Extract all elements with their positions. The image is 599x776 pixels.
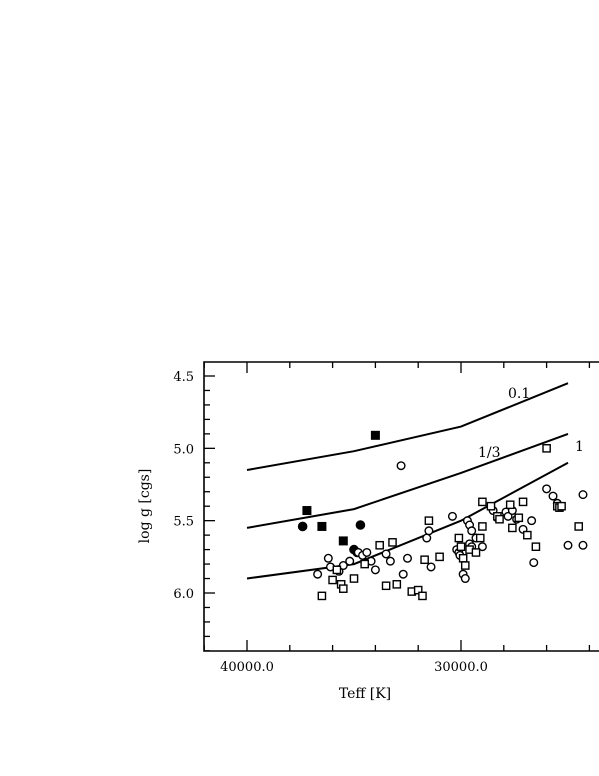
data-point-open-square: [458, 553, 468, 563]
y-tick-label: 5.5: [173, 515, 194, 530]
data-point-open-square: [505, 500, 515, 510]
data-point-open-square: [339, 584, 348, 593]
data-point-open-square: [435, 552, 444, 562]
curve-1: [246, 382, 569, 471]
x-axis-label: Teff [K]: [339, 686, 391, 702]
curve-2: [246, 432, 569, 529]
data-point-open-square: [557, 501, 566, 511]
data-point-open-circle: [338, 561, 348, 571]
data-point-open-circle: [362, 547, 372, 557]
data-point-open-square: [518, 497, 528, 507]
data-point-open-square: [542, 444, 551, 453]
data-point-filled-circle: [355, 520, 366, 530]
data-point-open-square: [531, 542, 541, 552]
y-tick-label: 5.0: [173, 442, 194, 457]
data-point-open-circle: [477, 542, 487, 552]
data-point-open-square: [495, 514, 504, 524]
data-point-open-circle: [323, 553, 333, 563]
x-tick-label: 40000.0: [220, 660, 274, 675]
data-point-open-circle: [385, 556, 395, 566]
data-point-filled-square: [338, 536, 348, 546]
curve-3: [246, 461, 569, 580]
y-tick-label: 6.0: [173, 587, 194, 602]
data-point-open-square: [420, 555, 429, 565]
y-axis-label: log g [cgs]: [137, 469, 153, 544]
data-point-open-circle: [467, 526, 477, 536]
curve-label: 1: [575, 439, 584, 455]
data-point-open-square: [475, 533, 485, 543]
data-point-open-square: [332, 565, 342, 575]
plot-frame: [203, 361, 599, 652]
data-point-open-square: [360, 559, 370, 569]
curve-label: 0.1: [508, 386, 530, 402]
data-point-open-square: [381, 581, 391, 591]
data-point-filled-circle: [297, 521, 308, 532]
data-point-open-circle: [578, 540, 588, 550]
data-point-open-circle: [503, 511, 513, 521]
data-point-open-square: [574, 522, 583, 531]
data-point-open-circle: [424, 526, 434, 536]
data-point-open-square: [349, 574, 359, 583]
data-point-open-square: [424, 516, 434, 525]
data-point-open-square: [375, 540, 384, 550]
data-point-open-circle: [578, 490, 588, 500]
plot-border: [203, 361, 599, 652]
data-point-open-square: [328, 575, 337, 585]
data-point-filled-square: [302, 506, 312, 516]
data-point-open-square: [460, 561, 470, 570]
data-point-open-square: [508, 523, 517, 533]
data-point-open-circle: [422, 533, 432, 543]
axis-ticks: [203, 362, 591, 652]
data-point-open-circle: [345, 556, 355, 566]
data-point-open-square: [388, 538, 397, 547]
data-point-open-square: [523, 530, 532, 540]
data-point-open-square: [514, 513, 524, 523]
data-points: [297, 430, 588, 601]
data-point-open-square: [454, 533, 464, 543]
data-point-filled-square: [370, 430, 380, 440]
data-point-open-circle: [381, 549, 391, 559]
data-point-open-circle: [460, 574, 470, 584]
data-point-open-circle: [527, 516, 537, 526]
data-point-open-circle: [396, 461, 406, 471]
data-point-open-circle: [563, 540, 573, 550]
data-point-open-square: [486, 501, 496, 511]
data-point-open-square: [456, 542, 466, 552]
data-point-open-square: [471, 548, 481, 557]
data-point-open-square: [317, 591, 327, 601]
data-point-open-square: [478, 522, 487, 531]
tick-labels: 4.5 5.0 5.5 6.0 40000.0 30000.0 0.1 1/3 1: [173, 370, 584, 675]
data-point-open-circle: [370, 565, 380, 575]
data-point-open-circle: [403, 553, 413, 563]
y-tick-label: 4.5: [173, 370, 194, 385]
data-point-open-square: [478, 497, 487, 507]
data-point-open-circle: [313, 569, 323, 579]
curve-label: 1/3: [478, 445, 501, 461]
data-point-filled-square: [317, 521, 327, 531]
data-point-open-circle: [529, 558, 539, 568]
data-point-open-square: [392, 580, 402, 589]
x-tick-label: 30000.0: [434, 660, 488, 675]
data-point-open-circle: [426, 562, 436, 572]
data-point-open-circle: [548, 491, 558, 501]
data-point-open-circle: [542, 484, 552, 494]
curves: [246, 382, 569, 580]
data-point-open-square: [418, 591, 427, 601]
data-point-open-circle: [398, 569, 408, 579]
data-point-open-circle: [447, 511, 457, 521]
